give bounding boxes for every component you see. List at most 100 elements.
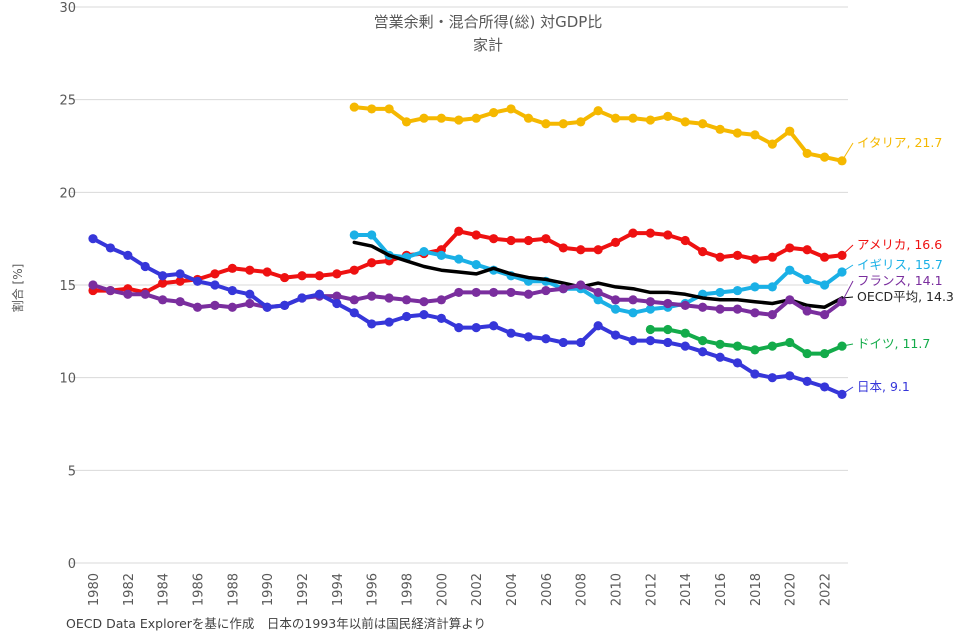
data-point bbox=[610, 113, 621, 123]
data-point bbox=[680, 328, 690, 338]
data-point bbox=[698, 247, 708, 257]
data-point bbox=[506, 328, 516, 338]
data-point bbox=[610, 330, 621, 340]
chart-title: 営業余剰・混合所得(総) 対GDP比 bbox=[374, 13, 603, 31]
data-point bbox=[471, 287, 481, 298]
data-point bbox=[558, 243, 568, 253]
data-point bbox=[262, 267, 272, 277]
data-point bbox=[715, 124, 725, 134]
data-point bbox=[489, 321, 499, 331]
data-point bbox=[610, 295, 621, 305]
data-point bbox=[732, 285, 743, 296]
y-tick-label: 20 bbox=[59, 186, 76, 201]
x-tick-label: 2018 bbox=[749, 573, 764, 606]
data-point bbox=[192, 302, 203, 312]
data-point bbox=[645, 228, 655, 238]
data-point bbox=[628, 336, 638, 346]
leader-line bbox=[841, 264, 854, 273]
data-point bbox=[819, 348, 830, 359]
leader-line bbox=[841, 244, 854, 256]
x-tick-label: 1994 bbox=[331, 573, 346, 606]
data-point bbox=[767, 310, 777, 320]
data-point bbox=[123, 250, 133, 260]
data-point bbox=[349, 102, 359, 112]
data-point bbox=[367, 291, 377, 301]
data-point bbox=[593, 287, 603, 298]
leader-line bbox=[841, 386, 854, 395]
data-point bbox=[680, 235, 690, 246]
data-point bbox=[245, 265, 255, 275]
data-point bbox=[210, 300, 220, 310]
x-tick-label: 2022 bbox=[819, 573, 834, 606]
data-point bbox=[401, 117, 412, 127]
x-tick-label: 2002 bbox=[470, 573, 485, 606]
x-tick-label: 1996 bbox=[366, 573, 381, 606]
data-point bbox=[819, 280, 830, 290]
series-end-label: イタリア, 21.7 bbox=[857, 135, 942, 150]
data-point bbox=[227, 285, 237, 296]
data-point bbox=[576, 337, 586, 348]
x-tick-label: 1992 bbox=[296, 573, 311, 606]
data-point bbox=[715, 287, 725, 298]
data-point bbox=[732, 128, 743, 138]
data-point bbox=[750, 345, 760, 355]
data-point bbox=[489, 234, 499, 244]
data-point bbox=[628, 113, 638, 123]
data-point bbox=[349, 295, 359, 305]
series-3 bbox=[352, 240, 844, 309]
data-point bbox=[785, 295, 795, 305]
data-point bbox=[140, 261, 150, 272]
x-tick-label: 2004 bbox=[505, 573, 520, 606]
data-point bbox=[819, 252, 830, 262]
x-tick-label: 2010 bbox=[610, 573, 625, 606]
data-point bbox=[663, 298, 673, 309]
data-point bbox=[158, 278, 168, 288]
x-tick-label: 2008 bbox=[575, 573, 590, 606]
data-point bbox=[297, 271, 307, 281]
data-point bbox=[349, 230, 359, 240]
data-point bbox=[401, 295, 412, 305]
data-point bbox=[349, 265, 359, 275]
data-point bbox=[558, 284, 568, 294]
series-0 bbox=[349, 102, 847, 166]
axes: 0 5 10 15 20 25 30 1980 1982 1984 1986 1988 1990 1992… bbox=[59, 1, 833, 606]
chart-subtitle: 家計 bbox=[473, 36, 503, 54]
data-point bbox=[785, 243, 795, 253]
data-point bbox=[523, 332, 534, 342]
data-point bbox=[541, 334, 551, 344]
end-labels: イタリア, 21.7 アメリカ, 16.6 イギリス, 15.7 OECD平均, 14… bbox=[841, 135, 954, 395]
data-point bbox=[750, 254, 760, 264]
data-point bbox=[454, 115, 464, 125]
data-point bbox=[227, 263, 237, 273]
data-point bbox=[802, 245, 812, 255]
data-point bbox=[419, 247, 429, 257]
series-end-label: フランス, 14.1 bbox=[857, 273, 943, 288]
data-point bbox=[210, 269, 220, 279]
x-tick-label: 2014 bbox=[679, 573, 694, 606]
data-point bbox=[610, 304, 621, 314]
data-point bbox=[593, 245, 603, 255]
series-4 bbox=[88, 280, 847, 320]
data-point bbox=[506, 287, 516, 298]
data-point bbox=[715, 252, 725, 262]
data-point bbox=[610, 237, 621, 247]
data-point bbox=[384, 104, 394, 114]
data-point bbox=[454, 254, 464, 264]
leader-line bbox=[841, 343, 854, 347]
data-point bbox=[785, 371, 795, 381]
data-point bbox=[715, 339, 725, 349]
data-point bbox=[175, 269, 185, 279]
data-point bbox=[541, 285, 551, 296]
data-point bbox=[471, 113, 481, 123]
series-end-label: イギリス, 15.7 bbox=[857, 257, 943, 272]
data-point bbox=[767, 139, 777, 149]
data-point bbox=[645, 297, 655, 307]
data-point bbox=[576, 117, 586, 127]
data-point bbox=[384, 317, 394, 327]
data-point bbox=[628, 228, 638, 238]
data-point bbox=[750, 308, 760, 318]
series-end-label: アメリカ, 16.6 bbox=[857, 237, 942, 252]
x-tick-label: 2006 bbox=[540, 573, 555, 606]
data-point bbox=[750, 282, 760, 292]
